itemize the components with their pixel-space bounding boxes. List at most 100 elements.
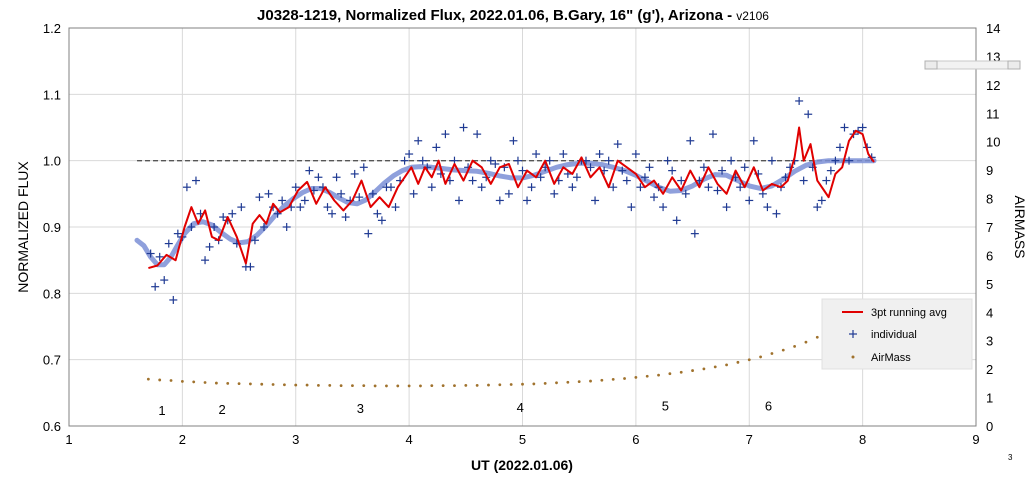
airmass-point bbox=[781, 348, 785, 352]
airmass-point bbox=[668, 372, 672, 376]
airmass-point bbox=[158, 378, 162, 382]
y2-tick-label: 1 bbox=[986, 391, 993, 406]
individual-point bbox=[400, 156, 409, 165]
y2-tick-label: 3 bbox=[986, 334, 993, 349]
airmass-point bbox=[339, 384, 343, 388]
airmass-point bbox=[736, 360, 740, 364]
x-tick-label: 7 bbox=[746, 432, 753, 447]
airmass-point bbox=[146, 377, 150, 381]
individual-point bbox=[146, 249, 155, 258]
y-tick-labels: 0.6 0.7 0.8 0.9 1.0 1.1 1.2 bbox=[43, 21, 61, 434]
individual-point bbox=[740, 163, 749, 172]
airmass-series bbox=[146, 325, 842, 388]
y2-tick-label: 4 bbox=[986, 305, 993, 320]
legend-label-avg: 3pt running avg bbox=[871, 307, 947, 319]
airmass-point bbox=[396, 384, 400, 388]
y-tick-label: 0.7 bbox=[43, 353, 61, 368]
individual-point bbox=[572, 173, 581, 182]
airmass-point bbox=[577, 380, 581, 384]
airmass-point bbox=[169, 379, 173, 382]
airmass-point bbox=[770, 352, 774, 355]
individual-point bbox=[627, 203, 636, 212]
individual-point bbox=[323, 203, 332, 212]
individual-point bbox=[835, 143, 844, 152]
individual-point bbox=[255, 193, 264, 202]
airmass-point bbox=[373, 384, 377, 388]
scroll-left-button[interactable] bbox=[924, 60, 938, 70]
individual-point bbox=[527, 183, 536, 192]
individual-point bbox=[337, 189, 346, 198]
individual-point bbox=[513, 156, 522, 165]
individual-point bbox=[418, 156, 427, 165]
individual-point bbox=[586, 163, 595, 172]
y2-tick-label: 0 bbox=[986, 419, 993, 434]
x-axis-label: UT (2022.01.06) bbox=[471, 457, 573, 473]
individual-point bbox=[328, 209, 337, 218]
individual-point bbox=[804, 110, 813, 119]
annotations: 1 2 3 4 5 6 bbox=[158, 398, 772, 418]
airmass-point bbox=[237, 382, 241, 386]
individual-point bbox=[237, 203, 246, 212]
x-tick-label: 2 bbox=[179, 432, 186, 447]
individual-point bbox=[609, 183, 618, 192]
individual-point bbox=[659, 203, 668, 212]
individual-point bbox=[491, 159, 500, 168]
individual-point bbox=[550, 189, 559, 198]
running-avg-line bbox=[148, 126, 875, 270]
scroll-widget[interactable] bbox=[924, 60, 1021, 70]
individual-point bbox=[282, 223, 291, 231]
annotation-label: 5 bbox=[662, 398, 669, 413]
legend-swatch-individual bbox=[849, 330, 857, 338]
airmass-point bbox=[385, 384, 388, 388]
individual-point bbox=[468, 176, 477, 185]
scroll-right-button[interactable] bbox=[1007, 60, 1021, 70]
individual-point bbox=[713, 186, 722, 195]
individual-point bbox=[799, 176, 808, 185]
individual-point bbox=[296, 203, 305, 212]
individual-point bbox=[536, 173, 545, 182]
individual-point bbox=[631, 150, 640, 159]
airmass-point bbox=[328, 383, 332, 387]
airmass-point bbox=[725, 363, 728, 367]
individual-point bbox=[518, 166, 527, 175]
airmass-point bbox=[747, 358, 751, 362]
x-tick-label: 8 bbox=[859, 432, 866, 447]
airmass-point bbox=[645, 374, 649, 378]
individual-point bbox=[455, 196, 464, 205]
airmass-point bbox=[226, 381, 230, 385]
individual-point bbox=[767, 156, 776, 165]
annotation-label: 1 bbox=[158, 403, 165, 418]
individual-point bbox=[840, 123, 849, 132]
legend-box bbox=[821, 298, 973, 370]
airmass-point bbox=[260, 382, 264, 386]
individual-point bbox=[817, 196, 826, 205]
airmass-point bbox=[691, 369, 694, 372]
airmass-point bbox=[679, 370, 683, 374]
individual-point bbox=[831, 156, 840, 165]
x-tick-label: 3 bbox=[292, 432, 299, 447]
individual-point bbox=[169, 295, 178, 304]
airmass-point bbox=[555, 381, 558, 385]
individual-point bbox=[495, 196, 504, 205]
legend-label-individual: individual bbox=[871, 329, 917, 341]
airmass-point bbox=[589, 379, 592, 383]
airmass-point bbox=[214, 381, 218, 385]
individual-point bbox=[386, 183, 395, 192]
airmass-point bbox=[487, 383, 490, 387]
individual-point bbox=[414, 136, 423, 145]
individual-point bbox=[704, 183, 713, 192]
individual-point bbox=[164, 239, 173, 248]
individual-point bbox=[749, 136, 758, 145]
individual-point bbox=[205, 242, 214, 251]
airmass-point bbox=[611, 377, 615, 381]
airmass-point bbox=[249, 382, 252, 386]
individual-point bbox=[708, 130, 717, 139]
legend-label-airmass: AirMass bbox=[871, 352, 911, 364]
x-tick-label: 5 bbox=[519, 432, 526, 447]
individual-point bbox=[182, 183, 191, 192]
airmass-point bbox=[407, 384, 411, 388]
y-tick-label: 0.6 bbox=[43, 419, 61, 434]
chart-title: J0328-1219, Normalized Flux, 2022.01.06,… bbox=[257, 7, 769, 24]
